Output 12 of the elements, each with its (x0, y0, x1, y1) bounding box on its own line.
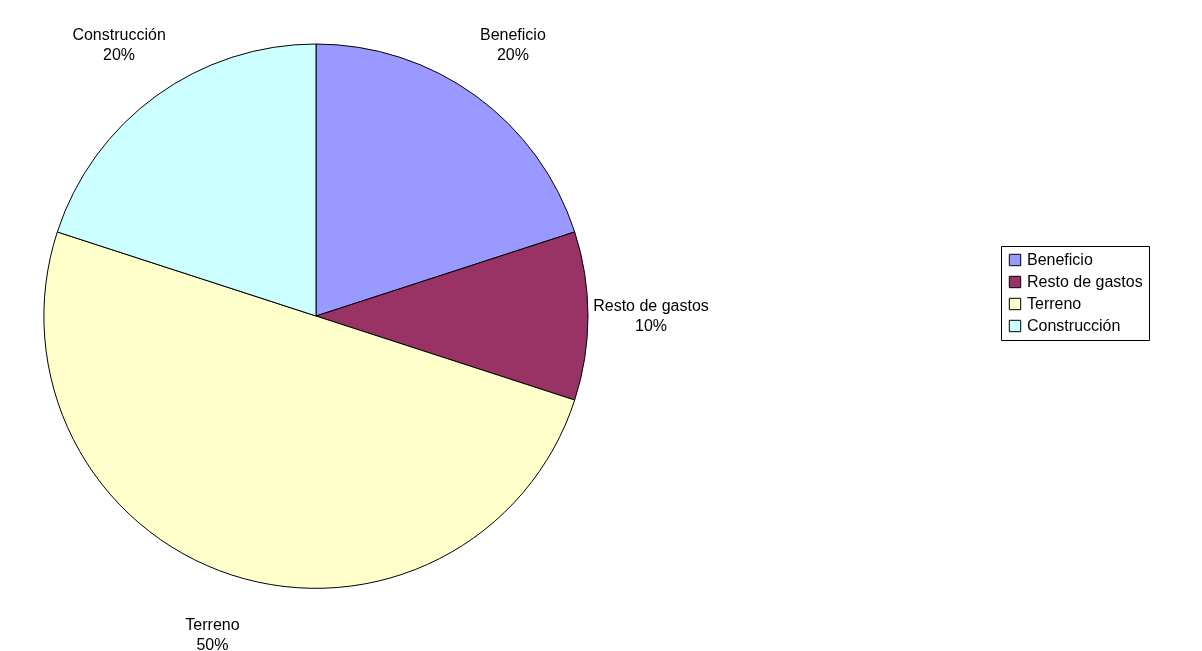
data-label: 20% (496, 45, 529, 63)
slice-label: Resto de gastos (593, 297, 709, 314)
slice-label: Construcción (72, 25, 166, 43)
slice-label: Terreno (185, 615, 240, 633)
legend-label: Terreno (1027, 295, 1082, 312)
legend-label: Construcción (1027, 317, 1121, 334)
data-label: 20% (103, 45, 136, 63)
data-label: 50% (196, 635, 229, 651)
slice-label: Beneficio (479, 25, 546, 43)
legend-label: Resto de gastos (1027, 273, 1143, 290)
data-label: 10% (634, 317, 668, 334)
legend-label: Beneficio (1027, 251, 1093, 268)
